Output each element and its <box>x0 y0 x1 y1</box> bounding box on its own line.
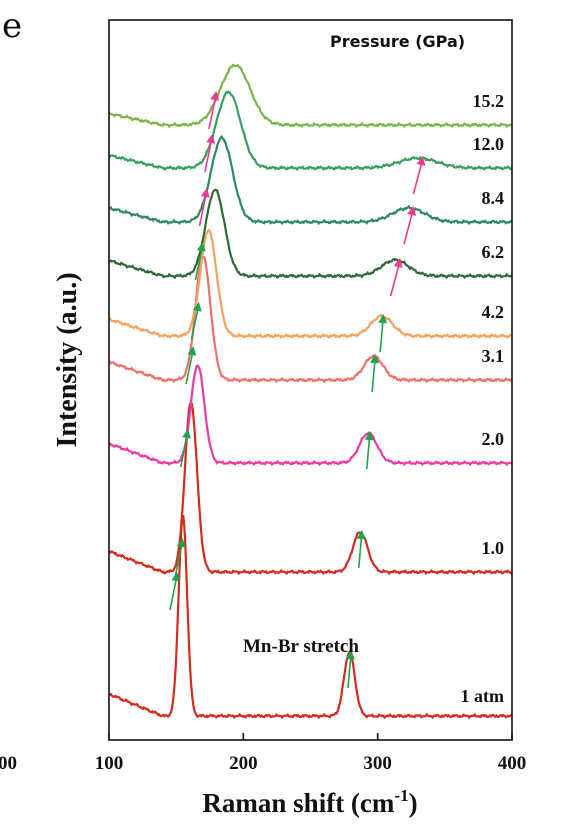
series-label-1: 1 atm <box>461 686 505 706</box>
shift-arrow-1-1 <box>169 572 181 611</box>
x-axis-ticks: 100 200 300 400 <box>95 733 527 774</box>
series-label-8: 12.0 <box>473 134 505 154</box>
shift-arrow-6-1 <box>194 242 206 281</box>
series-label-2: 1.0 <box>482 538 505 558</box>
arrows-group <box>169 91 426 689</box>
x-axis-label: Raman shift (cm-1) <box>202 786 417 818</box>
series-label-6: 6.2 <box>482 242 505 262</box>
series-line-9 <box>109 63 512 129</box>
series-label-7: 8.4 <box>482 188 505 208</box>
shift-arrow-2-2 <box>356 530 366 569</box>
x-tick-label-100: 100 <box>95 753 124 774</box>
x-tick-label-400: 400 <box>498 753 527 774</box>
shift-arrow-3-1 <box>179 429 191 468</box>
x-tick-label-300: 300 <box>363 753 392 774</box>
series-label-5: 4.2 <box>482 302 505 322</box>
curves-group <box>109 63 512 720</box>
shift-arrow-8-1 <box>204 134 216 173</box>
x-tick-label-clipped: 00 <box>0 753 17 774</box>
series-line-6 <box>109 188 512 280</box>
series-line-1 <box>109 514 512 720</box>
series-label-3: 2.0 <box>482 429 505 449</box>
series-line-7 <box>109 134 512 226</box>
series-label-9: 15.2 <box>473 91 505 111</box>
series-labels-group: 1 atm 1.0 2.0 3.1 4.2 6.2 8.4 12.0 15.2 <box>461 91 505 706</box>
mn-br-annotation: Mn-Br stretch <box>243 636 359 657</box>
shift-arrow-7-2 <box>403 206 416 245</box>
shift-arrow-1-2 <box>345 650 355 689</box>
legend-title: Pressure (GPa) <box>330 32 465 51</box>
y-axis-label: Intensity (a.u.) <box>52 272 83 447</box>
series-label-4: 3.1 <box>482 346 505 366</box>
series-line-3 <box>109 364 512 467</box>
shift-arrow-7-1 <box>198 188 210 227</box>
panel-label: e <box>2 6 22 46</box>
shift-arrow-4-2 <box>370 354 380 393</box>
series-line-8 <box>109 90 512 172</box>
shift-arrow-8-2 <box>412 156 426 195</box>
shift-arrow-4-1 <box>185 346 197 385</box>
series-line-5 <box>109 228 512 340</box>
plot-frame <box>108 19 513 741</box>
shift-arrow-5-2 <box>378 314 388 353</box>
shift-arrow-9-1 <box>208 91 220 130</box>
series-line-2 <box>109 401 512 576</box>
shift-arrow-6-2 <box>389 258 403 297</box>
shift-arrow-5-1 <box>190 302 202 341</box>
shift-arrow-2-1 <box>174 538 186 577</box>
shift-arrow-3-2 <box>364 431 374 470</box>
series-line-4 <box>109 255 512 384</box>
x-tick-label-200: 200 <box>229 753 258 774</box>
